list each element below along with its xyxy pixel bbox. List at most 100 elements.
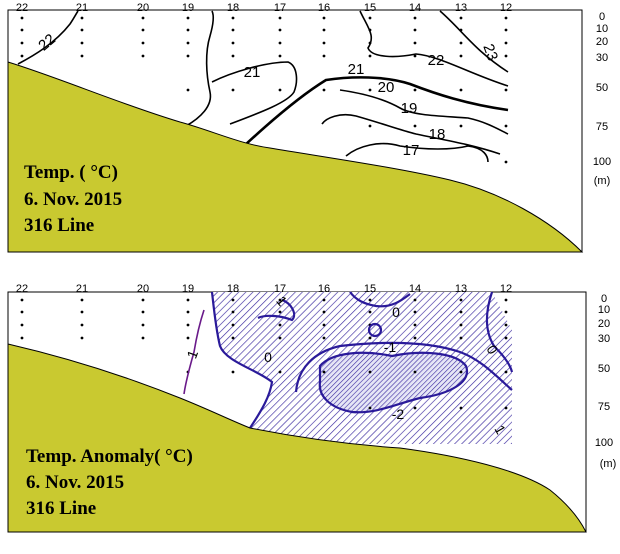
- sample-dot: [141, 54, 145, 58]
- depth-label: 100: [595, 437, 613, 449]
- sample-dot: [231, 54, 235, 58]
- sample-dot: [322, 28, 326, 32]
- contour-label: 0: [264, 349, 272, 365]
- sample-dot: [504, 16, 508, 20]
- sample-dot: [368, 370, 372, 374]
- depth-label: 20: [596, 36, 608, 48]
- sample-dot: [504, 323, 508, 327]
- contour-label: -2: [392, 406, 405, 422]
- sample-dot: [322, 41, 326, 45]
- sample-dot: [459, 41, 463, 45]
- sample-dot: [368, 310, 372, 314]
- sample-dot: [231, 41, 235, 45]
- contour-label: 18: [429, 126, 446, 143]
- station-label: 21: [76, 2, 88, 14]
- sample-dot: [413, 54, 417, 58]
- sample-dot: [413, 88, 417, 92]
- sample-dot: [504, 310, 508, 314]
- sample-dot: [186, 54, 190, 58]
- positive-line: [183, 309, 205, 395]
- isotherm-22-right: [359, 10, 509, 87]
- seafloor: [7, 343, 587, 533]
- contour-label: 19: [401, 100, 418, 117]
- sample-dot: [368, 298, 372, 302]
- contour-label: 23: [479, 42, 501, 63]
- sample-dot: [504, 88, 508, 92]
- depth-label: 50: [598, 363, 610, 375]
- sample-dot: [231, 88, 235, 92]
- isotherm-20: [243, 76, 509, 147]
- sample-dot: [186, 28, 190, 32]
- sample-dot: [186, 41, 190, 45]
- one-line-small: [257, 298, 296, 322]
- sample-dot: [80, 323, 84, 327]
- station-label: 16: [318, 2, 330, 14]
- sample-dot: [504, 41, 508, 45]
- depth-label: 0: [599, 11, 605, 23]
- sample-dot: [413, 28, 417, 32]
- sample-dot: [20, 323, 24, 327]
- depth-label: 50: [596, 82, 608, 94]
- sample-dot: [413, 310, 417, 314]
- title-line: 316 Line: [26, 498, 96, 519]
- depth-label: 0: [601, 293, 607, 305]
- sample-dot: [80, 54, 84, 58]
- contour-label: 17: [403, 142, 420, 159]
- sample-dot: [231, 310, 235, 314]
- sample-dot: [278, 310, 282, 314]
- sample-dot: [413, 124, 417, 128]
- sample-dot: [20, 16, 24, 20]
- temperature-panel: 22 21 20 19 18 17 16 15 14 13 12 0 10 20…: [7, 2, 611, 253]
- sample-dot: [80, 310, 84, 314]
- station-label: 22: [16, 283, 28, 295]
- sample-dot: [368, 16, 372, 20]
- contour-label: 0: [392, 304, 400, 320]
- depth-label: 100: [593, 156, 611, 168]
- small-closed-contour: [367, 322, 383, 338]
- sample-dot: [186, 323, 190, 327]
- depth-label: 10: [596, 23, 608, 35]
- sample-dot: [231, 370, 235, 374]
- station-label: 19: [182, 283, 194, 295]
- sample-dot: [413, 323, 417, 327]
- sample-dot: [231, 323, 235, 327]
- isotherm-22-left: [17, 10, 79, 65]
- sample-dot: [413, 16, 417, 20]
- sample-dot: [141, 298, 145, 302]
- sample-dot: [504, 28, 508, 32]
- depth-label: 30: [598, 333, 610, 345]
- sample-dot: [80, 28, 84, 32]
- sample-dot: [278, 336, 282, 340]
- sample-dot: [278, 41, 282, 45]
- sample-dot: [278, 323, 282, 327]
- sample-dot: [504, 370, 508, 374]
- sample-dot: [413, 41, 417, 45]
- sample-dot: [413, 298, 417, 302]
- sample-dot: [368, 406, 372, 410]
- sample-dot: [459, 310, 463, 314]
- contour-label: -1: [384, 339, 397, 355]
- sample-dot: [459, 336, 463, 340]
- station-label: 19: [182, 2, 194, 14]
- zero-line: [210, 291, 274, 429]
- contour-label: 22: [428, 52, 445, 69]
- anomaly-panel: 22 21 20 19 18 17 16 15 14 13 12 0 10 20…: [7, 283, 616, 533]
- station-label: 14: [409, 2, 421, 14]
- station-label: 20: [137, 2, 149, 14]
- sample-dot: [186, 298, 190, 302]
- sample-dot: [368, 88, 372, 92]
- station-label: 12: [500, 283, 512, 295]
- sample-dot: [459, 406, 463, 410]
- station-label: 15: [364, 2, 376, 14]
- sample-dot: [504, 406, 508, 410]
- sample-dot: [20, 28, 24, 32]
- sample-dot: [141, 28, 145, 32]
- sample-points: [20, 16, 508, 164]
- sample-dot: [20, 54, 24, 58]
- depth-label: 75: [596, 121, 608, 133]
- sample-dot: [80, 298, 84, 302]
- sample-dot: [368, 124, 372, 128]
- station-labels: 22 21 20 19 18 17 16 15 14 13 12: [16, 2, 512, 14]
- contour-label: 21: [244, 64, 261, 81]
